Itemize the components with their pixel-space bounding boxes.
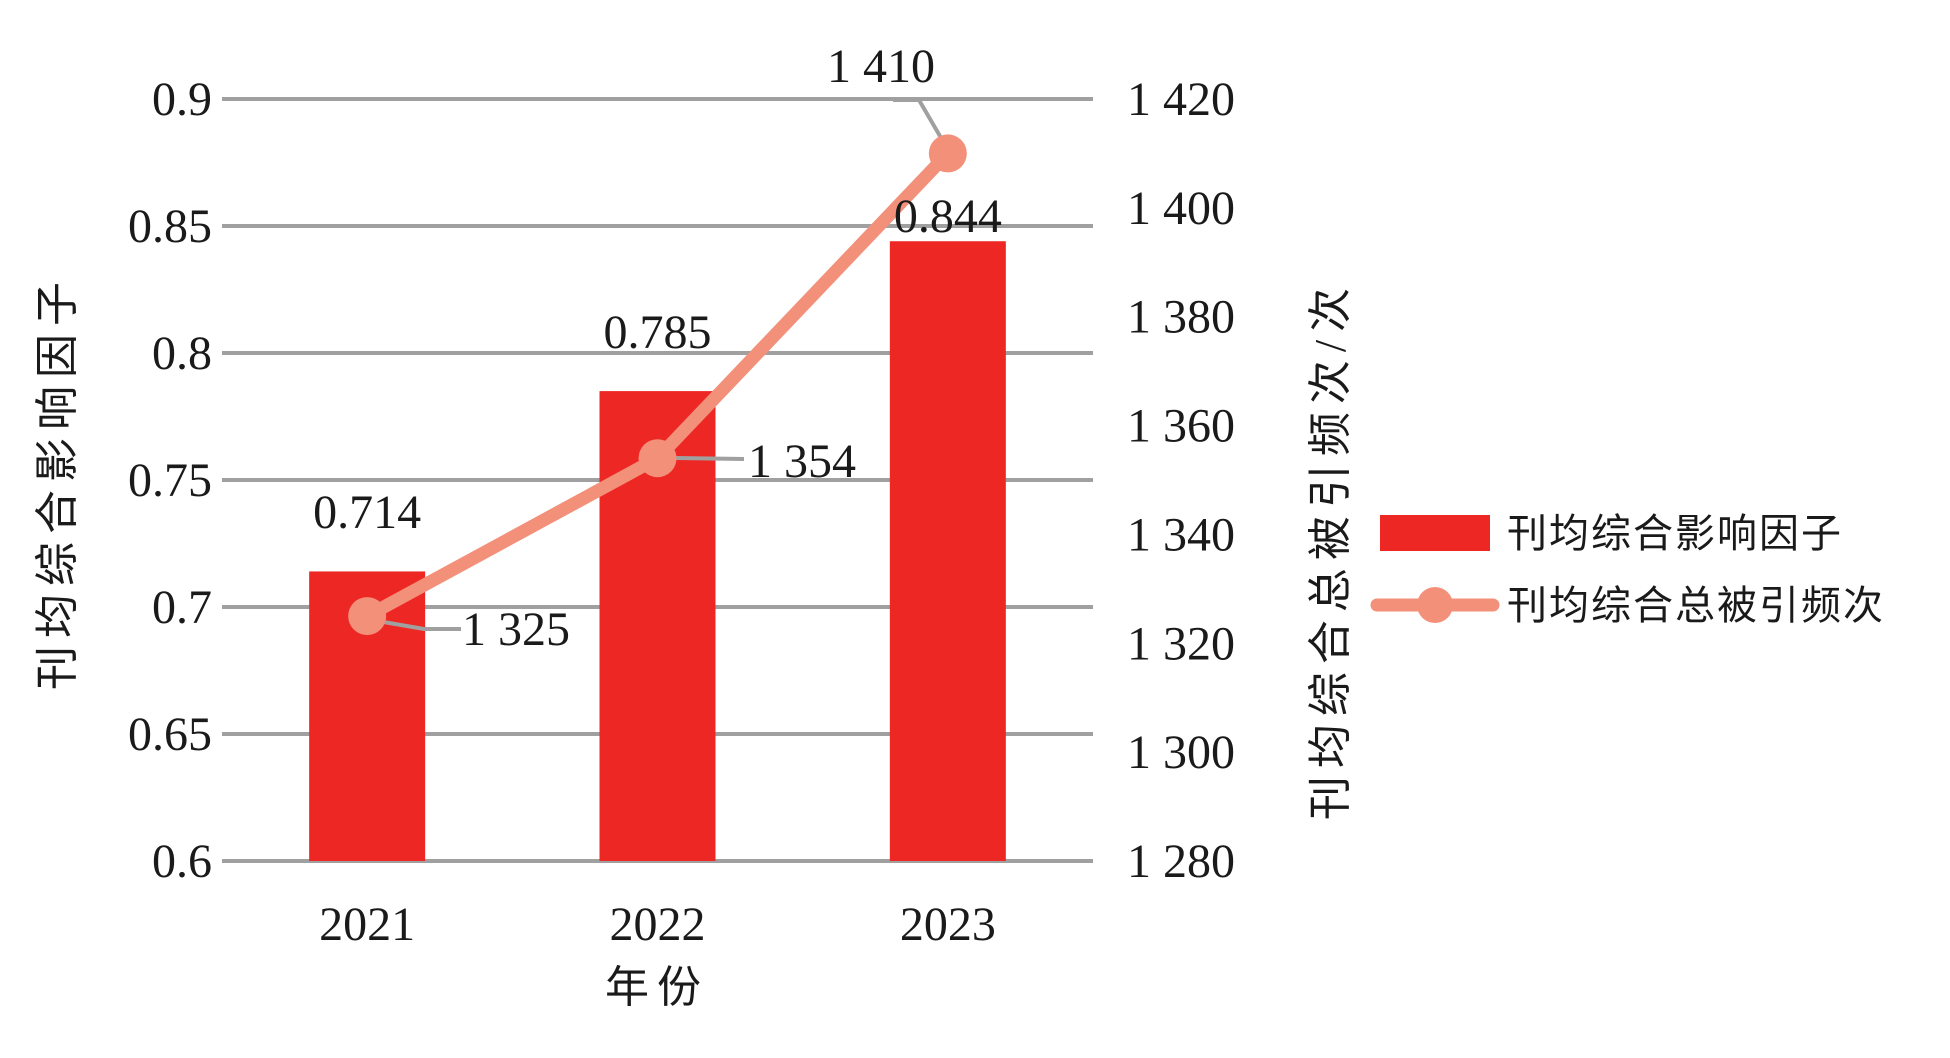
right-tick-label: 1 360 — [1127, 400, 1235, 453]
right-tick-label: 1 280 — [1127, 835, 1235, 888]
left-tick-label: 0.7 — [152, 581, 212, 634]
legend-line-label: 刊均综合总被引频次 — [1507, 583, 1885, 628]
line-data-label: 1 410 — [827, 40, 935, 93]
right-tick-label: 1 400 — [1127, 182, 1235, 235]
legend-bar-swatch-icon — [1380, 515, 1490, 551]
x-tick-label: 2022 — [610, 898, 706, 951]
data-labels: 0.714 0.785 0.844 1 325 1 354 1 410 — [313, 40, 1002, 656]
leader-line — [675, 456, 745, 461]
right-tick-label: 1 380 — [1127, 291, 1235, 344]
line-data-label: 1 354 — [748, 435, 856, 488]
bar-2023 — [889, 241, 1006, 862]
bar-data-label: 0.844 — [894, 190, 1002, 243]
right-tick-label: 1 340 — [1127, 508, 1235, 561]
right-tick-label: 1 320 — [1127, 617, 1235, 670]
leader-line — [893, 98, 946, 145]
left-tick-label: 0.65 — [128, 708, 212, 761]
left-tick-label: 0.85 — [128, 200, 212, 253]
left-tick-label: 0.6 — [152, 835, 212, 888]
line-marker-2023 — [928, 134, 967, 173]
bar-data-label: 0.785 — [604, 306, 712, 359]
legend-line-marker-icon — [1417, 587, 1453, 623]
x-tick-label: 2023 — [900, 898, 996, 951]
leader-line — [371, 618, 461, 631]
line-series — [348, 134, 967, 636]
left-tick-label: 0.9 — [152, 73, 212, 126]
right-tick-label: 1 420 — [1127, 73, 1235, 126]
x-axis-title: 年份 — [605, 963, 709, 1012]
left-axis-title: 刊均综合影响因子 — [33, 274, 82, 690]
left-tick-label: 0.8 — [152, 327, 212, 380]
line-marker-2022 — [638, 439, 677, 478]
right-axis-title: 刊均综合总被引频次/次 — [1306, 280, 1355, 820]
bar-data-label: 0.714 — [313, 486, 421, 539]
left-tick-label: 0.75 — [128, 454, 212, 507]
leader-lines — [371, 98, 946, 631]
line-data-label: 1 325 — [462, 603, 570, 656]
axis-tick-labels: 0.9 0.85 0.8 0.75 0.7 0.65 0.6 1 420 1 400 1 380 1… — [128, 73, 1235, 951]
legend: 刊均综合影响因子 刊均综合总被引频次 — [1370, 511, 1885, 628]
line-marker-2021 — [348, 597, 387, 636]
x-tick-label: 2021 — [319, 898, 415, 951]
legend-bar-label: 刊均综合影响因子 — [1507, 511, 1843, 556]
right-tick-label: 1 300 — [1127, 726, 1235, 779]
